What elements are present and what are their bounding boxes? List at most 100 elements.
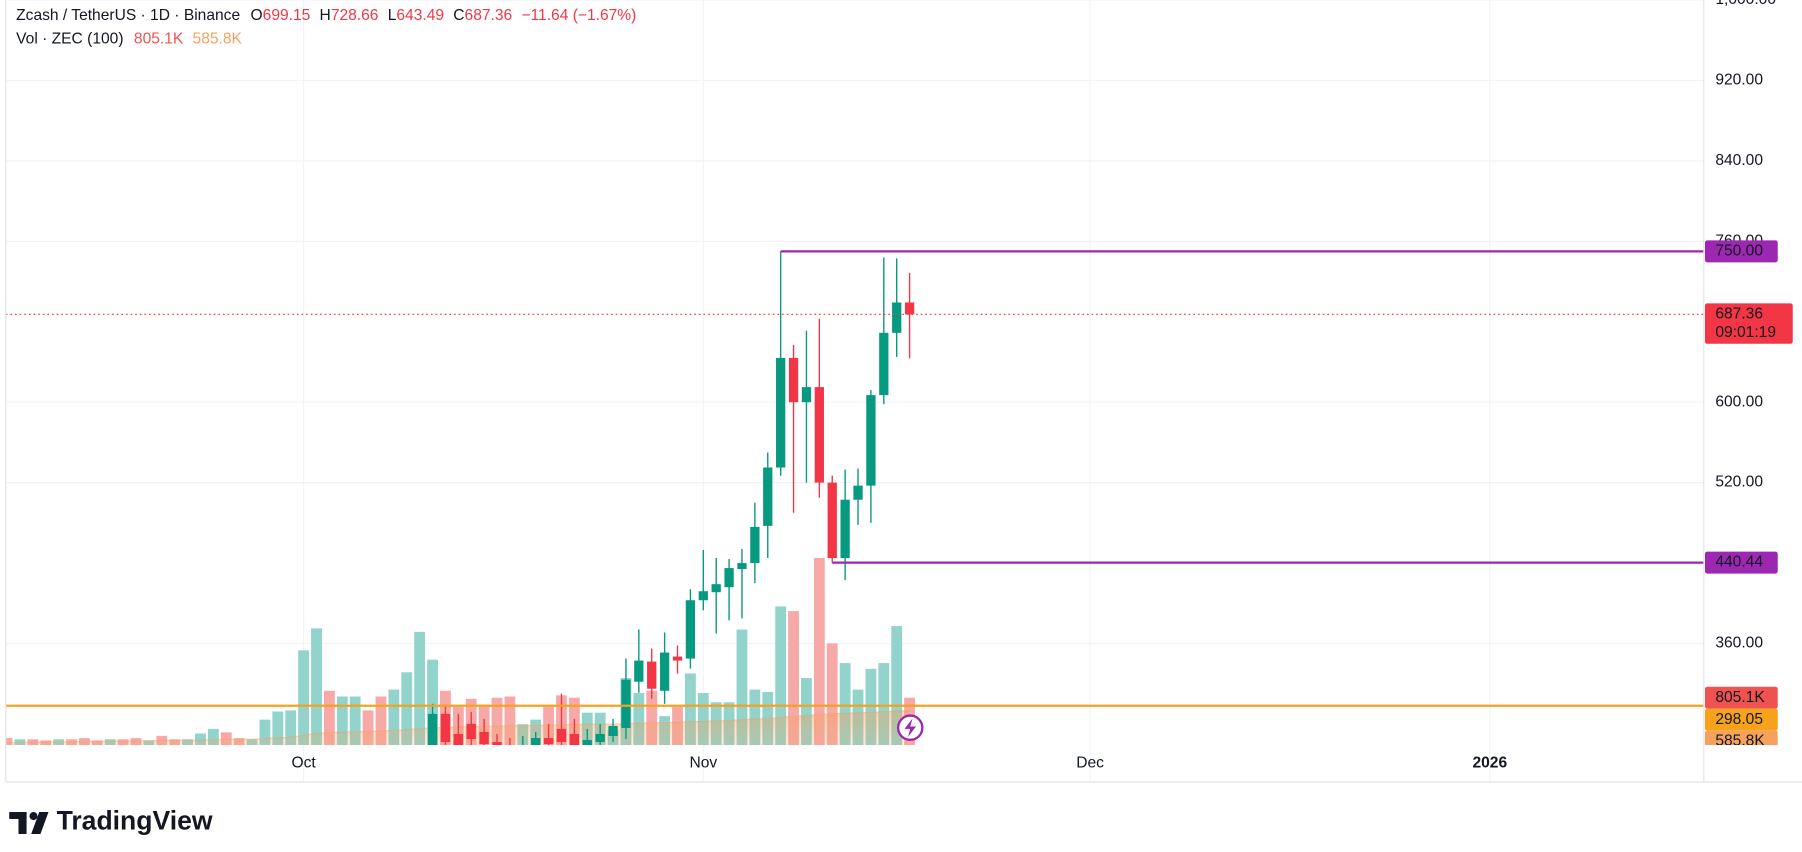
y-tick-label: 600.00 <box>1715 393 1763 410</box>
volume-bar <box>801 678 812 746</box>
x-tick-label: Nov <box>689 755 717 772</box>
candle-body <box>453 733 463 746</box>
line-price-label: 750.00 <box>1715 242 1763 259</box>
symbol-title: Zcash / TetherUS · 1D · Binance <box>16 7 240 24</box>
volume-title: Vol · ZEC (100) <box>16 30 123 47</box>
candle-body <box>595 733 605 743</box>
lightning-icon[interactable] <box>896 714 924 741</box>
candle-body <box>647 661 657 689</box>
x-tick-label: 2026 <box>1472 755 1507 772</box>
candle-body <box>724 568 734 588</box>
candle-body <box>827 482 837 559</box>
volume-bar <box>788 611 799 746</box>
candle-body <box>672 656 683 661</box>
volume-ma-value: 585.8K <box>193 30 243 47</box>
candle-body <box>479 731 489 745</box>
volume-bar <box>285 710 297 746</box>
current-price-label: 09:01:19 <box>1715 324 1776 341</box>
brand-logo[interactable] <box>9 812 49 834</box>
volume-bar <box>684 673 696 746</box>
ohlc-value: 728.66 <box>331 7 379 24</box>
volume-bar <box>491 697 503 746</box>
volume-bar <box>5 738 13 746</box>
volume-bar <box>349 696 361 746</box>
candle-body <box>659 652 670 691</box>
candle-body <box>904 302 915 315</box>
candle-body <box>543 737 554 745</box>
volume-bar <box>504 696 516 746</box>
volume-bar <box>375 696 387 746</box>
candle-body <box>750 526 760 564</box>
volume-bar <box>427 659 438 746</box>
brand-name[interactable]: TradingView <box>57 805 213 835</box>
price-change: −11.64 (−1.67%) <box>521 7 636 24</box>
ohlc-value: 643.49 <box>396 7 444 24</box>
logo-bar[interactable] <box>9 812 27 819</box>
candle-body <box>634 660 644 682</box>
volume-bar <box>646 690 658 746</box>
line-price-label-box <box>1704 551 1778 574</box>
candle-body <box>582 740 592 746</box>
candle-body <box>892 302 902 333</box>
volume-bar <box>259 719 271 746</box>
volume-bar <box>336 696 348 746</box>
volume-bar <box>775 606 787 746</box>
candle-body <box>711 584 721 593</box>
volume-bar <box>736 629 748 746</box>
candle-body <box>776 357 786 468</box>
candle-body <box>840 499 850 559</box>
logo-dot[interactable] <box>29 812 38 821</box>
candle-body <box>853 485 863 500</box>
volume-bar <box>414 631 426 746</box>
volume-bar <box>207 728 219 746</box>
candle-body <box>466 723 476 740</box>
candle-body <box>608 725 618 736</box>
plot-area <box>5 250 1704 746</box>
grid <box>5 0 1704 783</box>
x-tick-label: Dec <box>1076 755 1104 772</box>
candle-body <box>440 713 451 743</box>
volume-bar <box>633 693 645 746</box>
volume-bar <box>323 690 335 746</box>
price-axis: 1,000.00920.00840.00760.00600.00520.0036… <box>1704 0 1793 746</box>
y-tick-label: 840.00 <box>1715 152 1763 169</box>
volume-bar <box>697 693 709 746</box>
ohlc-key: O <box>251 7 263 24</box>
candle-body <box>737 563 747 570</box>
candle-body <box>698 591 708 601</box>
candle-body <box>492 742 502 746</box>
volume-bar <box>272 711 284 746</box>
logo-stem[interactable] <box>18 812 27 834</box>
candle-body <box>866 395 876 486</box>
y-tick-label: 520.00 <box>1715 474 1763 491</box>
header-line: Zcash / TetherUS · 1D · Binance O699.15 H7… <box>16 7 636 24</box>
candle-body <box>685 600 696 659</box>
ohlc-key: C <box>453 7 464 24</box>
line-price-label: 440.44 <box>1715 554 1763 571</box>
candle-body <box>788 357 799 403</box>
volume-bar <box>826 643 838 746</box>
volume-bar <box>311 628 322 746</box>
volume-bar <box>839 663 851 746</box>
line-price-label: 298.05 <box>1715 711 1763 728</box>
y-tick-label: 920.00 <box>1715 72 1763 89</box>
candle-body <box>569 733 580 746</box>
candle-body <box>814 387 824 483</box>
volume-bar <box>388 689 400 746</box>
x-tick-label: Oct <box>291 755 316 772</box>
logo-slash[interactable] <box>31 812 49 834</box>
y-tick-label: 1,000.00 <box>1715 0 1776 8</box>
candle-body <box>801 387 812 403</box>
volume-bar <box>878 663 890 746</box>
candle-body <box>427 713 438 746</box>
candle-body <box>621 679 631 728</box>
volume-bar <box>865 668 877 746</box>
y-tick-label: 360.00 <box>1715 635 1763 652</box>
current-price-label: 687.36 <box>1715 305 1763 322</box>
ohlc-key: H <box>320 7 331 24</box>
candle-body <box>531 737 541 746</box>
volume-bar <box>813 557 825 746</box>
icon-bolt[interactable] <box>904 718 917 737</box>
volume-value: 805.1K <box>134 30 184 47</box>
